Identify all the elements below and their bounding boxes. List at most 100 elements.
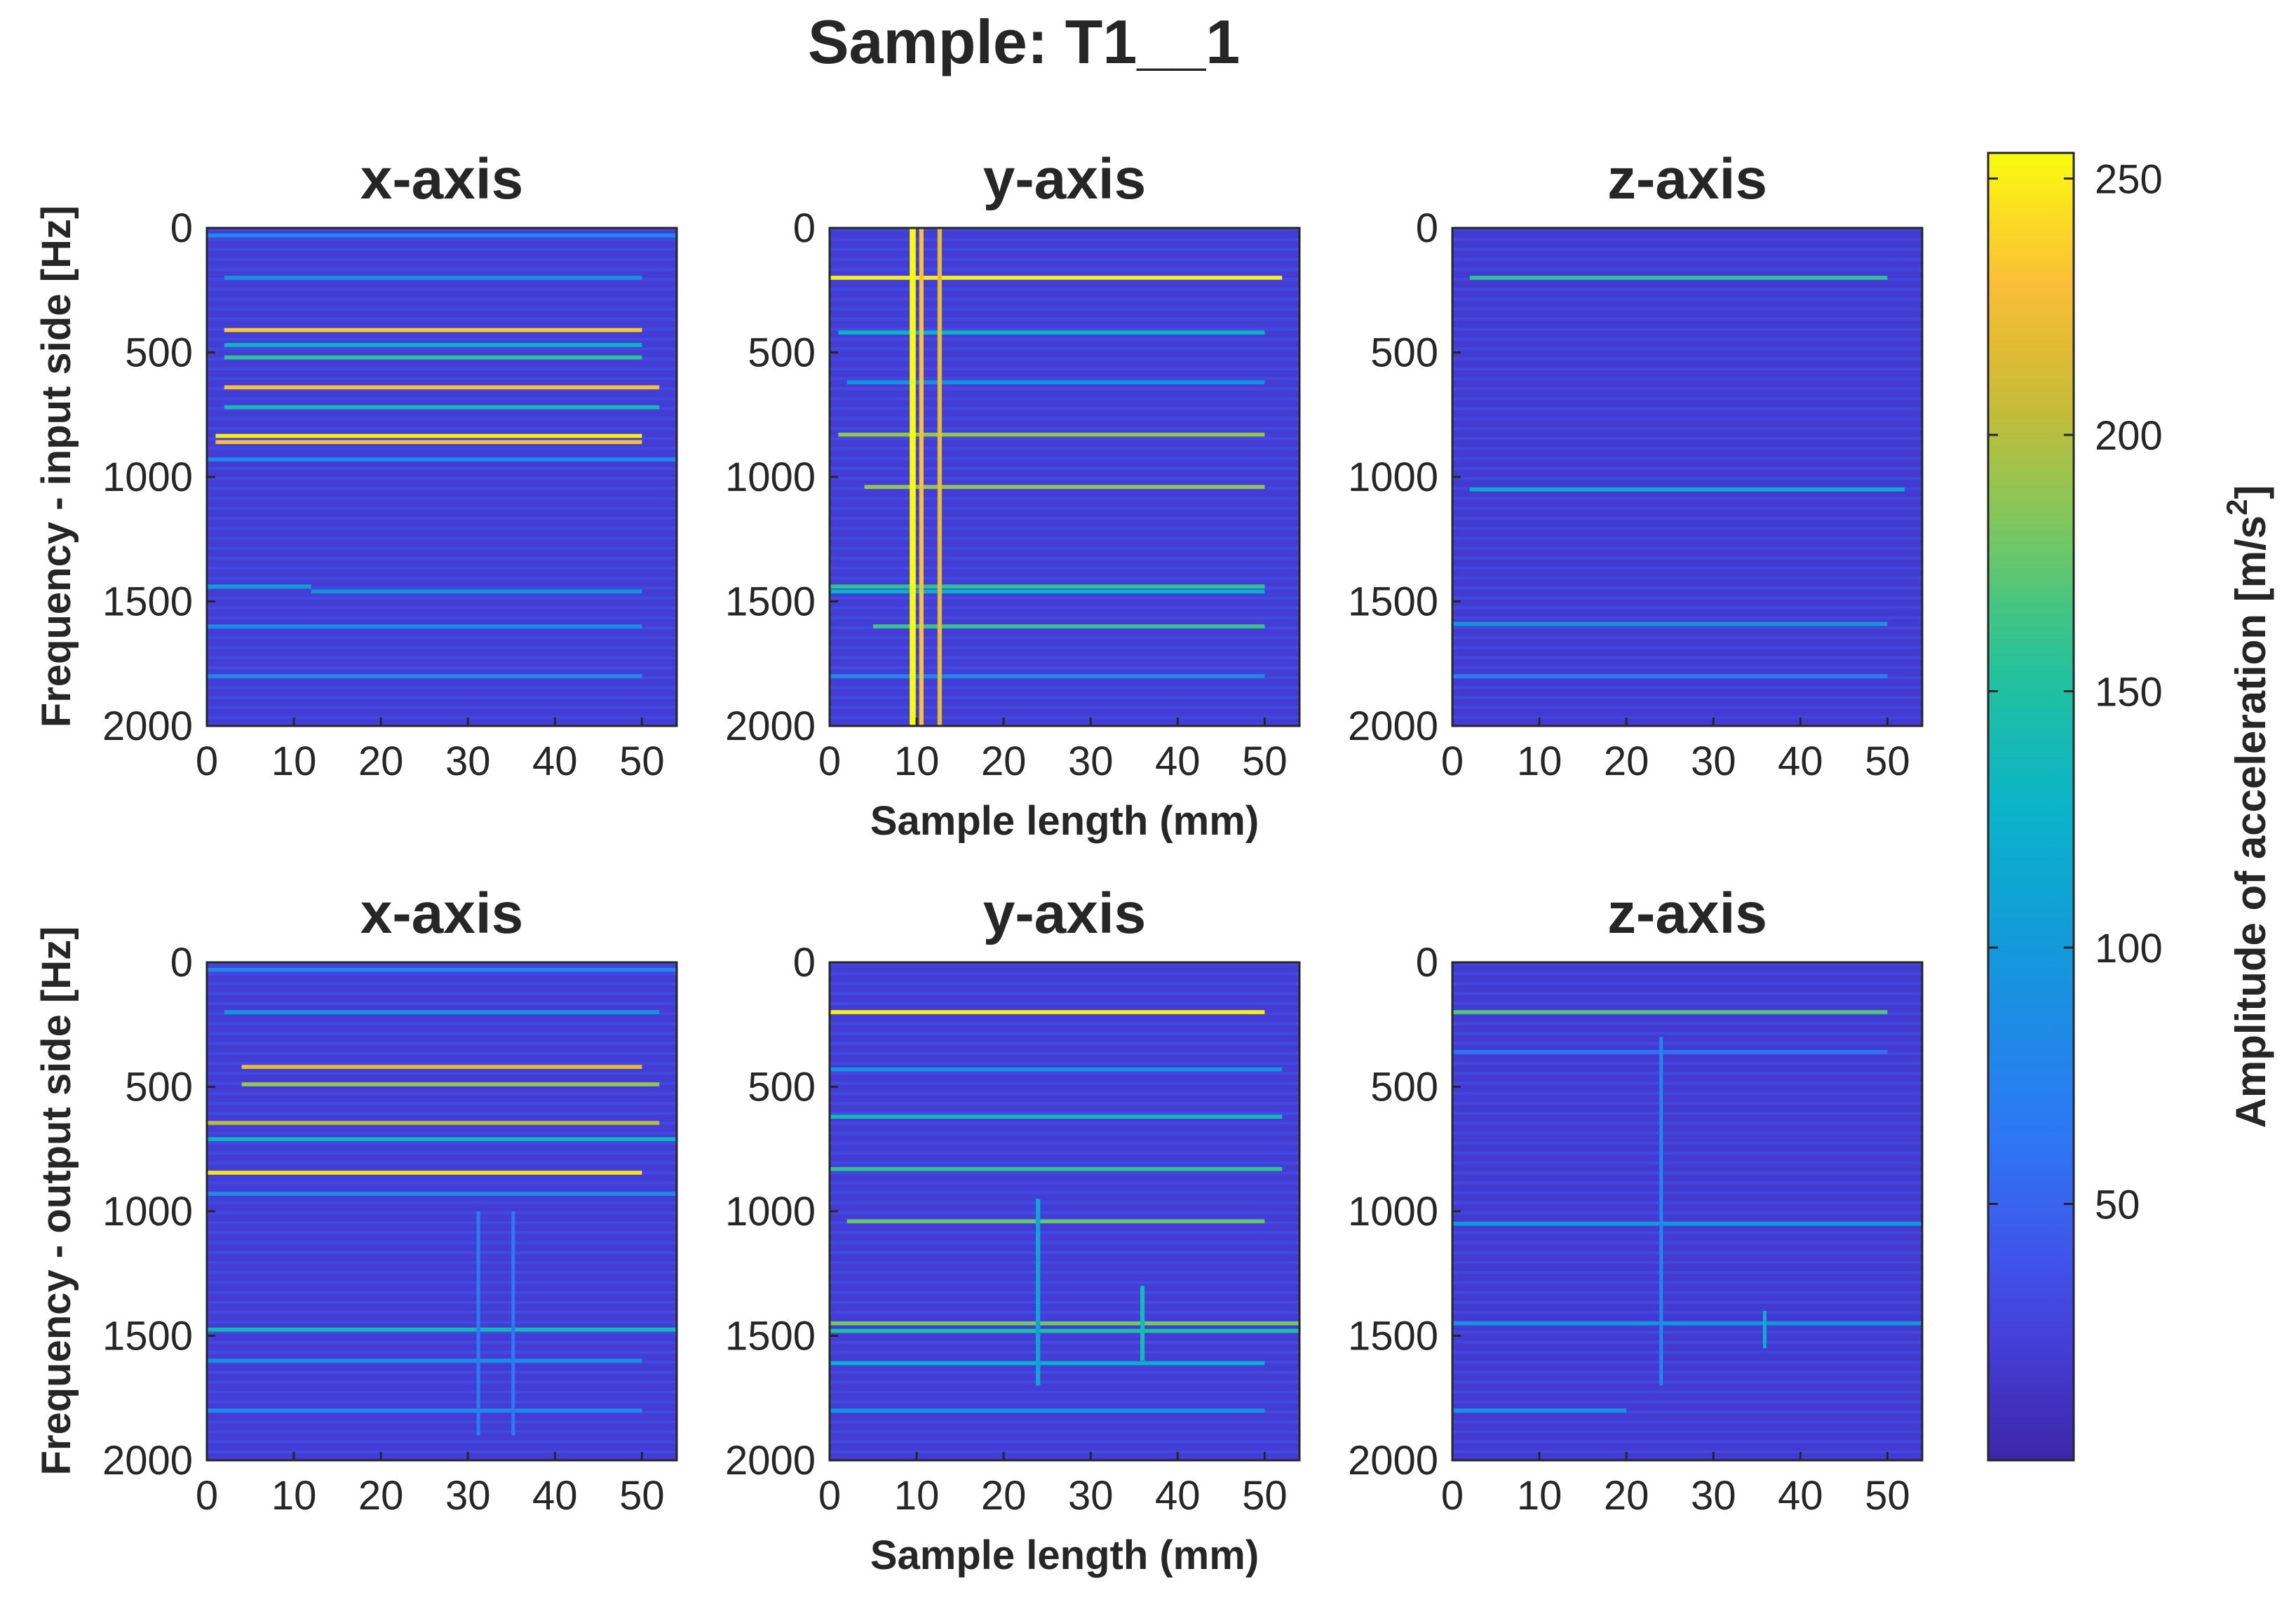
heatmap-stripe [207, 715, 677, 720]
heatmap-stripe [1452, 407, 1922, 410]
heatmap-stripe [207, 1112, 677, 1115]
heatmap-stripe [1452, 257, 1922, 261]
x-tick-label: 30 [1068, 1473, 1114, 1519]
heatmap-stripe [830, 347, 1299, 351]
heatmap-stripe [207, 1291, 677, 1294]
panel-title: z-axis [1607, 882, 1767, 945]
heatmap-band [241, 1065, 642, 1069]
heatmap-stripe [1452, 288, 1922, 291]
x-tick-label: 50 [619, 1473, 665, 1519]
heatmap-stripe [1452, 1241, 1922, 1244]
heatmap-stripe [830, 1271, 1299, 1274]
heatmap-stripe [207, 257, 677, 261]
heatmap-stripe [1452, 626, 1922, 630]
heatmap-stripe [1452, 656, 1922, 659]
heatmap-band [224, 328, 642, 332]
heatmap-stripe [207, 566, 677, 570]
heatmap-stripe [207, 347, 677, 351]
heatmap-band [1452, 1408, 1627, 1413]
heatmap-stripe [207, 367, 677, 371]
y-tick-label: 500 [125, 330, 193, 376]
heatmap-stripe [830, 1231, 1299, 1234]
x-tick-label: 0 [1441, 1473, 1464, 1519]
x-axis-label: Sample length (mm) [870, 798, 1259, 844]
heatmap-stripe [830, 656, 1299, 659]
heatmap-stripe [1452, 328, 1922, 331]
heatmap-stripe [830, 1022, 1299, 1025]
heatmap-stripe [830, 1171, 1299, 1175]
heatmap-stripe [830, 477, 1299, 480]
heatmap-stripe [1452, 1261, 1922, 1265]
heatmap-stripe [207, 317, 677, 321]
heatmap-stripe [207, 982, 677, 985]
heatmap-stripe [1452, 1400, 1922, 1404]
heatmap-band [830, 1321, 1299, 1326]
y-tick-label: 1000 [1348, 455, 1438, 500]
heatmap-stripe [830, 666, 1299, 670]
heatmap-stripe [207, 656, 677, 659]
heatmap-stripe [1452, 1032, 1922, 1035]
heatmap-stripe [1452, 715, 1922, 720]
colorbar-label: Amplitude of acceleration [m/s2] [2220, 485, 2274, 1129]
heatmap-stripe [830, 546, 1299, 550]
x-tick-label: 40 [1778, 739, 1823, 784]
heatmap-stripe [1452, 516, 1922, 520]
heatmap-stripe [207, 1380, 677, 1384]
heatmap-stripe [207, 1141, 677, 1145]
heatmap-stripe [830, 228, 1299, 231]
heatmap-vline [1762, 1311, 1767, 1349]
colorbar-tick-label: 100 [2095, 926, 2163, 971]
heatmap-stripe [830, 1371, 1299, 1374]
heatmap-stripe [1452, 307, 1922, 311]
heatmap-vline [937, 228, 943, 726]
heatmap-stripe [207, 1131, 677, 1135]
heatmap-stripe [207, 337, 677, 341]
heatmap-band [207, 1137, 677, 1141]
heatmap-stripe [1452, 1271, 1922, 1274]
heatmap-stripe [830, 317, 1299, 321]
heatmap-stripe [207, 537, 677, 540]
heatmap-stripe [830, 1450, 1299, 1454]
heatmap-stripe [830, 1162, 1299, 1165]
heatmap-stripe [207, 516, 677, 520]
heatmap-stripe [207, 1321, 677, 1324]
heatmap-stripe [1452, 596, 1922, 600]
x-tick-label: 30 [445, 1473, 491, 1519]
heatmap-stripe [830, 1281, 1299, 1284]
heatmap-stripe [830, 962, 1299, 966]
heatmap-stripe [830, 527, 1299, 530]
heatmap-stripe [1452, 982, 1922, 985]
y-tick-label: 1000 [725, 1189, 816, 1234]
heatmap-stripe [830, 1420, 1299, 1424]
heatmap-vline [1036, 1199, 1041, 1386]
heatmap-stripe [830, 1051, 1299, 1056]
heatmap-stripe [830, 497, 1299, 500]
heatmap-stripe [207, 487, 677, 490]
heatmap-stripe [1452, 267, 1922, 271]
heatmap-band [873, 624, 1265, 628]
heatmap-stripe [1452, 696, 1922, 699]
heatmap-band [830, 1361, 1265, 1366]
heatmap-stripe [1452, 1171, 1922, 1175]
y-tick-label: 1000 [102, 1189, 193, 1234]
heatmap-stripe [207, 1042, 677, 1045]
heatmap-stripe [1452, 1251, 1922, 1255]
heatmap-stripe [1452, 616, 1922, 620]
heatmap-band [830, 1328, 1299, 1333]
heatmap-stripe [1452, 1022, 1922, 1025]
heatmap-stripe [830, 982, 1299, 985]
heatmap-stripe [830, 992, 1299, 995]
heatmap-stripe [207, 1311, 677, 1314]
heatmap-band [224, 385, 660, 390]
panel-title: y-axis [983, 147, 1147, 211]
heatmap-stripe [1452, 1002, 1922, 1006]
heatmap-stripe [1452, 357, 1922, 361]
heatmap-stripe [1452, 1231, 1922, 1234]
y-tick-label: 500 [125, 1065, 193, 1110]
heatmap-stripe [207, 962, 677, 966]
heatmap-stripe [207, 1231, 677, 1234]
heatmap-band [1452, 621, 1888, 626]
heatmap-band [830, 589, 1265, 594]
heatmap-stripe [1452, 1131, 1922, 1135]
heatmap-stripe [830, 1201, 1299, 1205]
